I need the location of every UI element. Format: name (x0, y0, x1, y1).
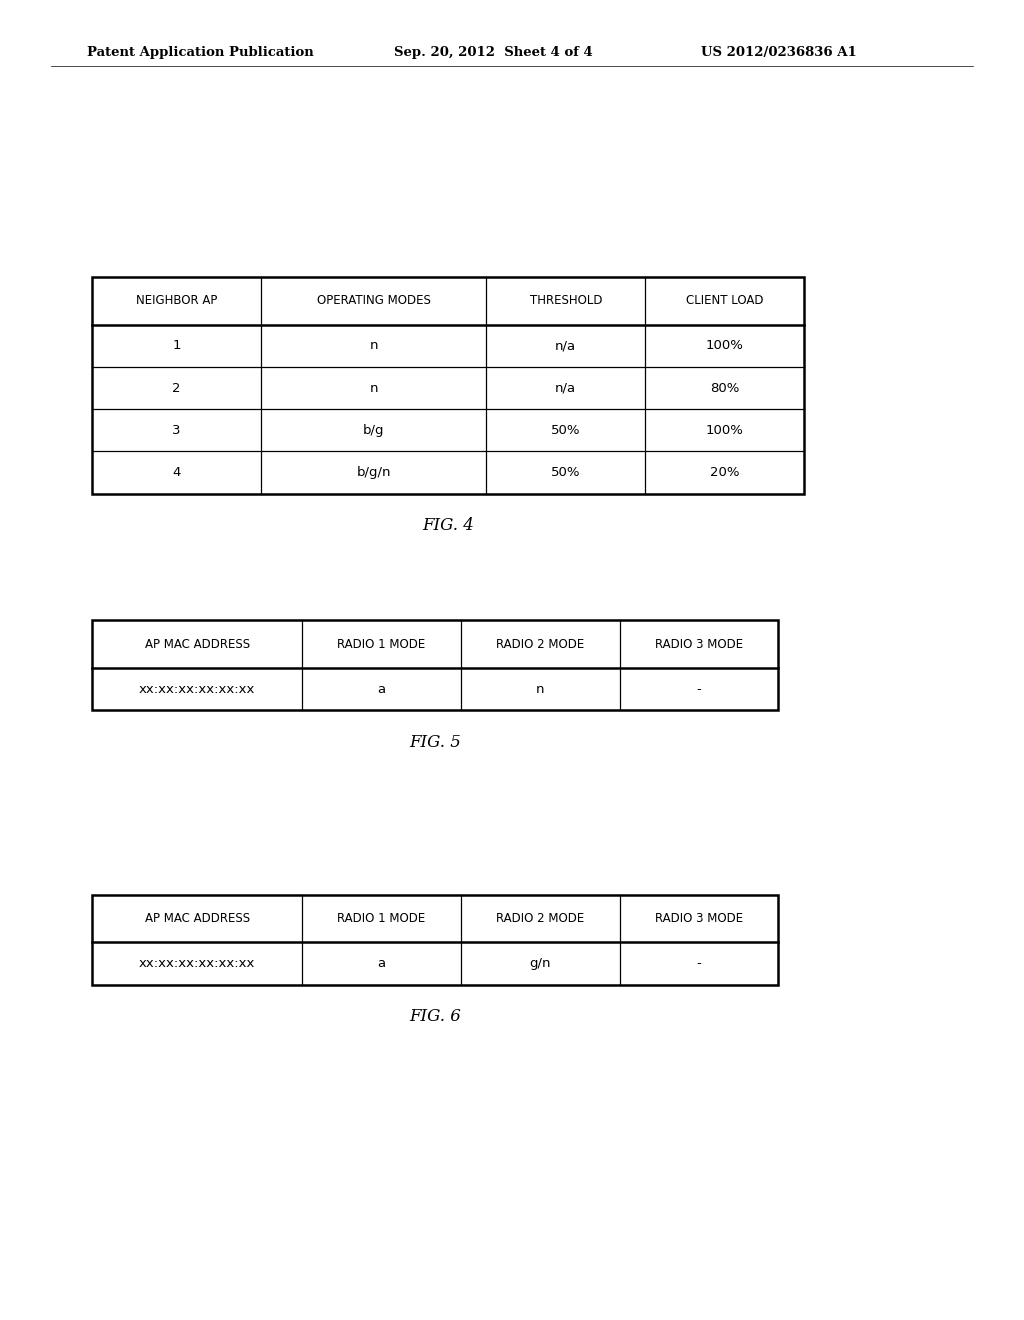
Text: 50%: 50% (551, 466, 581, 479)
Text: a: a (378, 682, 385, 696)
Text: 100%: 100% (706, 339, 743, 352)
Text: 4: 4 (172, 466, 181, 479)
Text: n: n (370, 339, 378, 352)
Text: n: n (536, 682, 545, 696)
Text: RADIO 1 MODE: RADIO 1 MODE (337, 638, 426, 651)
Text: RADIO 2 MODE: RADIO 2 MODE (496, 912, 585, 925)
Text: THRESHOLD: THRESHOLD (529, 294, 602, 308)
Text: g/n: g/n (529, 957, 551, 970)
Text: 50%: 50% (551, 424, 581, 437)
Text: n/a: n/a (555, 381, 577, 395)
Text: OPERATING MODES: OPERATING MODES (316, 294, 431, 308)
Text: 1: 1 (172, 339, 181, 352)
Text: n/a: n/a (555, 339, 577, 352)
Text: FIG. 4: FIG. 4 (422, 517, 474, 535)
Text: NEIGHBOR AP: NEIGHBOR AP (136, 294, 217, 308)
Text: -: - (696, 957, 701, 970)
Text: 2: 2 (172, 381, 181, 395)
Text: FIG. 5: FIG. 5 (410, 734, 461, 751)
Text: 20%: 20% (710, 466, 739, 479)
Text: Sep. 20, 2012  Sheet 4 of 4: Sep. 20, 2012 Sheet 4 of 4 (394, 46, 593, 59)
Text: 100%: 100% (706, 424, 743, 437)
Text: xx:xx:xx:xx:xx:xx: xx:xx:xx:xx:xx:xx (139, 957, 255, 970)
Text: AP MAC ADDRESS: AP MAC ADDRESS (144, 638, 250, 651)
Text: a: a (378, 957, 385, 970)
Text: RADIO 2 MODE: RADIO 2 MODE (496, 638, 585, 651)
Text: xx:xx:xx:xx:xx:xx: xx:xx:xx:xx:xx:xx (139, 682, 255, 696)
Bar (92, 620, 778, 710)
Bar (92, 895, 778, 985)
Text: b/g/n: b/g/n (356, 466, 391, 479)
Text: CLIENT LOAD: CLIENT LOAD (686, 294, 763, 308)
Text: n: n (370, 381, 378, 395)
Text: Patent Application Publication: Patent Application Publication (87, 46, 313, 59)
Text: 3: 3 (172, 424, 181, 437)
Text: 80%: 80% (710, 381, 739, 395)
Text: -: - (696, 682, 701, 696)
Text: b/g: b/g (364, 424, 384, 437)
Text: FIG. 6: FIG. 6 (410, 1008, 461, 1026)
Text: AP MAC ADDRESS: AP MAC ADDRESS (144, 912, 250, 925)
Text: RADIO 3 MODE: RADIO 3 MODE (654, 638, 743, 651)
Bar (92, 277, 804, 494)
Text: RADIO 3 MODE: RADIO 3 MODE (654, 912, 743, 925)
Text: RADIO 1 MODE: RADIO 1 MODE (337, 912, 426, 925)
Text: US 2012/0236836 A1: US 2012/0236836 A1 (701, 46, 857, 59)
